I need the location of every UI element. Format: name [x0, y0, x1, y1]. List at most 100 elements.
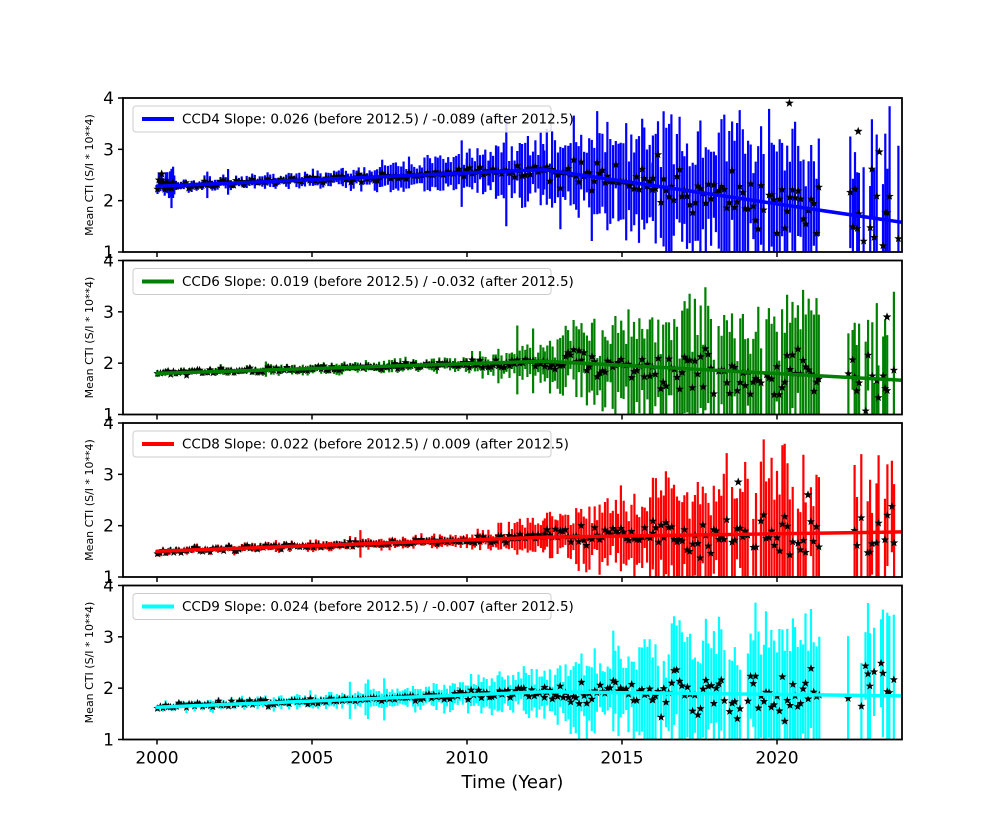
star-marker: [887, 502, 896, 510]
star-marker: [619, 686, 628, 695]
star-marker: [477, 693, 486, 702]
star-marker: [894, 234, 902, 243]
star-marker: [696, 352, 705, 361]
outlier-star-marker: [874, 147, 884, 156]
outlier-star-marker: [785, 98, 794, 107]
y-tick-label: 3: [103, 140, 114, 160]
plot-frame: [122, 97, 903, 253]
star-marker: [464, 695, 473, 703]
star-marker: [540, 693, 549, 701]
star-marker: [696, 184, 705, 192]
star-marker: [778, 519, 787, 528]
star-marker: [566, 537, 575, 546]
trend-line: [155, 690, 902, 709]
star-marker: [494, 361, 503, 370]
star-marker: [728, 699, 737, 707]
star-marker: [693, 710, 702, 719]
star-marker: [394, 174, 403, 182]
star-marker: [714, 186, 723, 195]
star-marker: [495, 686, 504, 695]
star-marker: [709, 699, 718, 707]
star-marker: [796, 545, 805, 554]
star-marker: [714, 679, 724, 688]
star-marker: [603, 171, 612, 180]
star-marker: [345, 537, 355, 546]
star-marker: [421, 690, 431, 699]
star-marker: [491, 355, 500, 364]
star-marker: [167, 184, 176, 192]
star-marker: [450, 689, 459, 697]
star-marker: [229, 181, 238, 189]
legend-label: CCD6 Slope: 0.019 (before 2012.5) / -0.0…: [182, 274, 574, 290]
star-marker: [569, 155, 578, 164]
star-marker: [872, 538, 881, 547]
star-marker: [530, 691, 539, 700]
y-tick-label: 4: [103, 414, 114, 434]
star-marker: [511, 686, 520, 695]
star-marker: [559, 693, 568, 701]
star-marker: [648, 516, 657, 525]
star-marker: [675, 384, 684, 393]
star-marker: [601, 367, 610, 376]
star-marker: [688, 208, 697, 217]
star-marker: [850, 185, 859, 193]
star-marker: [736, 524, 745, 532]
legend-box: [132, 430, 552, 458]
star-marker: [678, 368, 687, 377]
star-marker: [360, 171, 369, 180]
subplot-data-area: [153, 287, 902, 415]
star-marker: [521, 170, 530, 179]
star-marker: [704, 682, 713, 690]
star-marker: [357, 177, 366, 186]
star-marker: [308, 173, 317, 181]
star-marker: [606, 683, 615, 692]
star-marker: [794, 186, 803, 195]
star-marker: [809, 387, 819, 395]
star-marker: [632, 366, 641, 374]
star-marker: [245, 696, 254, 705]
star-marker: [227, 696, 236, 705]
star-marker: [303, 699, 312, 708]
star-marker: [553, 692, 562, 700]
star-marker: [473, 166, 482, 174]
star-marker: [237, 697, 247, 706]
legend-label: CCD8 Slope: 0.022 (before 2012.5) / 0.00…: [182, 437, 569, 453]
star-marker: [182, 371, 191, 379]
subplot-data-area: [153, 439, 902, 577]
star-marker: [187, 700, 196, 708]
star-marker: [725, 198, 734, 207]
star-marker: [596, 680, 605, 689]
star-marker: [801, 362, 810, 371]
star-marker: [523, 164, 532, 173]
star-marker: [598, 166, 607, 174]
star-marker: [778, 383, 787, 392]
star-marker: [414, 363, 423, 371]
star-marker: [659, 684, 668, 692]
star-marker: [585, 168, 594, 177]
star-marker: [574, 537, 583, 546]
star-marker: [489, 537, 498, 546]
star-marker: [319, 361, 328, 370]
star-marker: [741, 526, 750, 535]
star-marker: [733, 714, 742, 723]
star-marker: [354, 169, 363, 178]
star-marker: [277, 544, 286, 553]
star-marker: [878, 668, 887, 677]
star-marker: [780, 512, 789, 520]
star-marker: [523, 531, 532, 539]
star-marker: [863, 669, 873, 678]
star-marker: [515, 529, 524, 538]
star-marker: [880, 535, 889, 544]
star-marker: [174, 698, 183, 707]
star-marker: [390, 359, 399, 367]
star-marker: [651, 370, 660, 378]
star-marker: [476, 162, 485, 171]
star-marker: [282, 363, 292, 371]
star-marker: [487, 692, 496, 701]
star-marker: [577, 355, 586, 364]
star-marker: [481, 166, 490, 175]
star-marker: [775, 546, 784, 555]
star-marker: [454, 164, 463, 173]
star-marker: [571, 693, 580, 702]
